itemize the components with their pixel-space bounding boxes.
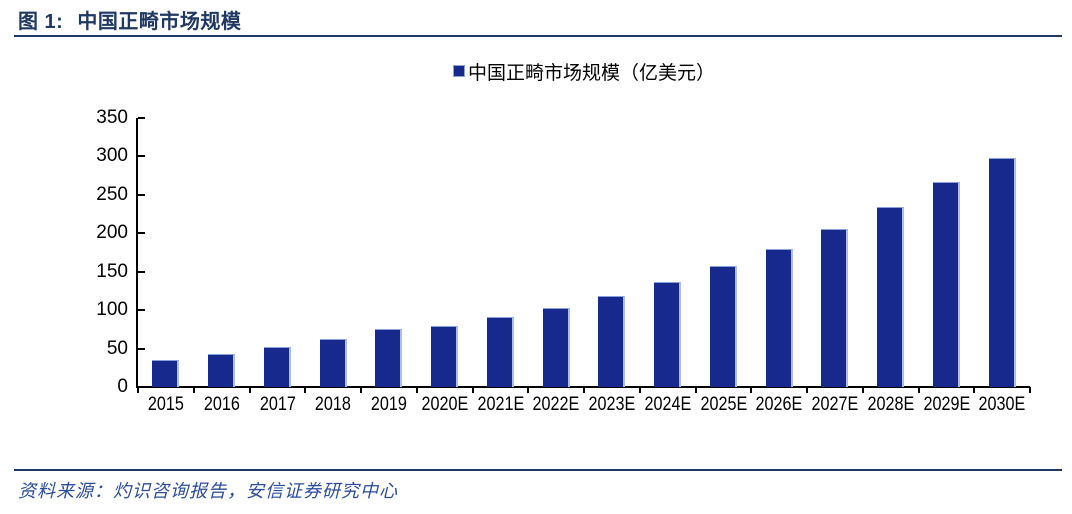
y-tick-label: 350: [96, 107, 128, 128]
bar: [486, 317, 514, 387]
chart-legend: 中国正畸市场规模（亿美元）: [138, 59, 1030, 84]
x-axis-tick: [861, 387, 864, 393]
bar: [654, 282, 682, 387]
figure-number-label: 图 1:: [18, 10, 64, 33]
title-rule: [14, 35, 1062, 37]
x-axis-tick: [917, 387, 920, 393]
y-tick-label: 100: [96, 299, 128, 321]
x-tick-label: 2016: [203, 394, 240, 415]
x-tick-label: 2023E: [588, 394, 636, 415]
x-tick-label: 2024E: [644, 394, 691, 415]
y-axis-tick: [138, 232, 145, 235]
bar: [431, 325, 459, 387]
y-tick-label: 0: [117, 376, 128, 397]
bar: [598, 296, 626, 387]
x-axis-tick: [806, 387, 808, 393]
x-tick-label: 2022E: [532, 394, 580, 415]
source-text: 资料来源：灼识咨询报告，安信证券研究中心: [18, 481, 398, 502]
x-tick-label: 2018: [315, 394, 352, 415]
x-tick-label: 2020E: [421, 394, 468, 415]
legend-swatch: [452, 65, 465, 77]
bar: [542, 307, 570, 387]
x-axis-tick: [1029, 387, 1031, 393]
bar: [877, 207, 905, 387]
bar: [263, 347, 291, 387]
bar: [709, 266, 737, 387]
x-axis-tick: [638, 387, 641, 393]
x-axis-tick: [973, 387, 976, 393]
x-tick-label: 2025E: [700, 394, 747, 415]
x-axis-tick: [248, 387, 251, 393]
footer-rule: [14, 469, 1062, 471]
x-axis-tick: [137, 387, 139, 393]
y-axis-line: [136, 118, 138, 387]
y-axis-tick: [138, 347, 145, 350]
legend-label: 中国正畸市场规模（亿美元）: [467, 62, 715, 84]
x-tick-label: 2029E: [923, 394, 970, 415]
bar: [152, 360, 180, 387]
y-tick-label: 50: [106, 337, 128, 359]
x-axis-tick: [192, 387, 195, 393]
x-axis-tick: [694, 387, 697, 393]
bar: [988, 157, 1016, 387]
x-tick-label: 2027E: [811, 394, 859, 415]
figure-title-text: 中国正畸市场规模: [77, 10, 242, 33]
bar: [821, 228, 849, 387]
y-axis-tick: [138, 193, 145, 196]
x-axis-tick: [527, 387, 530, 393]
x-axis-tick: [583, 387, 585, 393]
x-axis-tick: [750, 387, 753, 393]
x-tick-label: 2021E: [477, 394, 524, 415]
bar: [932, 181, 960, 387]
y-axis-tick: [138, 117, 145, 119]
x-tick-label: 2019: [370, 394, 407, 415]
x-tick-label: 2026E: [755, 394, 803, 415]
x-tick-label: 2015: [147, 394, 184, 415]
bar: [765, 249, 793, 387]
y-tick-label: 250: [96, 183, 128, 205]
x-axis-tick: [415, 387, 418, 393]
y-tick-label: 200: [96, 222, 128, 244]
x-axis-tick: [360, 387, 362, 393]
bar: [208, 353, 236, 387]
bar: [375, 329, 403, 387]
y-axis-tick: [138, 155, 145, 158]
y-axis-tick: [138, 309, 145, 312]
x-tick-label: 2030E: [978, 394, 1026, 415]
x-tick-label: 2028E: [867, 394, 914, 415]
y-axis-tick: [138, 270, 145, 273]
figure-title: 图 1: 中国正畸市场规模: [18, 6, 242, 33]
y-tick-label: 300: [96, 145, 128, 167]
y-tick-label: 150: [96, 260, 128, 282]
bar: [319, 339, 347, 387]
x-axis-tick: [304, 387, 307, 393]
x-axis-tick: [471, 387, 474, 393]
x-tick-label: 2017: [259, 394, 296, 415]
